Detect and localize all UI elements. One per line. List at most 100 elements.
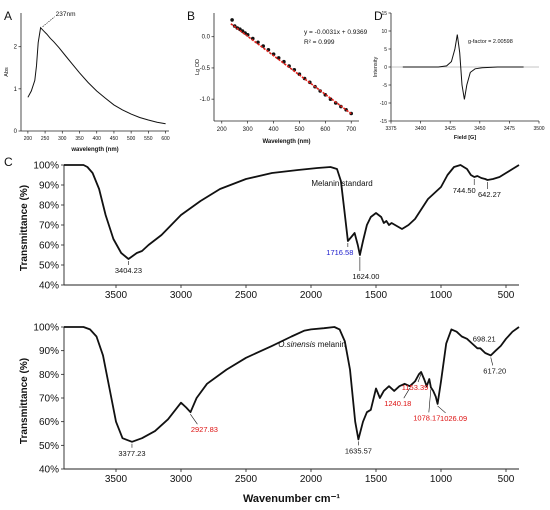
d-y-tick-label: 15 [381, 11, 387, 17]
a-x-tick-label: 550 [144, 136, 153, 142]
b-x-tick-label: 400 [269, 127, 280, 133]
c-bottom-peak-label: 1240.18 [384, 399, 411, 408]
d-x-tick-label: 3425 [445, 126, 456, 132]
c-bottom-y-tick-label: 50% [39, 441, 59, 452]
c-bottom-peak-label: 1153.39 [402, 383, 429, 392]
d-series-line [402, 34, 524, 100]
a-annotation: 237nm [56, 11, 76, 18]
c-top-x-tick-label: 2500 [235, 290, 258, 301]
c-top-y-tick-label: 70% [39, 221, 59, 232]
c-bottom-y-tick-label: 40% [39, 465, 59, 476]
c-top-x-tick-label: 3500 [105, 290, 128, 301]
d-x-axis-label: Field [G] [454, 135, 476, 141]
a-x-tick-label: 350 [75, 136, 84, 142]
d-x-tick-label: 3400 [415, 126, 426, 132]
b-y-tick-label: -1.0 [200, 97, 211, 103]
c-top-y-axis-label: Transmittance (%) [19, 185, 30, 271]
a-annotation-leader [42, 16, 55, 27]
c-bottom-x-axis-label: Wavenumber cm⁻¹ [243, 493, 340, 505]
d-x-tick-label: 3450 [474, 126, 485, 132]
c-bottom-peak-label: 1078.17 [413, 413, 440, 422]
d-y-tick-label: -10 [380, 101, 387, 107]
b-x-tick-label: 300 [243, 127, 254, 133]
c-top-peak-label: 1716.58 [326, 248, 353, 257]
d-y-tick-label: 10 [381, 29, 387, 35]
b-equation: y = -0.0031x + 0.9369 [304, 29, 368, 36]
c-top-peak-label: 1624.00 [352, 272, 379, 281]
c-top-x-tick-label: 2000 [300, 290, 323, 301]
b-x-tick-label: 600 [320, 127, 331, 133]
a-x-tick-label: 300 [58, 136, 67, 142]
b-x-tick-label: 700 [346, 127, 357, 133]
b-data-point [276, 56, 281, 60]
c-bottom-y-tick-label: 80% [39, 370, 59, 381]
c-bottom-x-tick-label: 3000 [170, 474, 193, 485]
c-bottom-y-tick-label: 70% [39, 394, 59, 405]
b-x-tick-label: 500 [294, 127, 305, 133]
d-y-tick-label: 0 [384, 65, 387, 71]
c-bottom-spectrum [64, 326, 520, 443]
c-bottom-peak-label: 1026.09 [440, 414, 467, 423]
a-x-tick-label: 400 [93, 136, 102, 142]
c-bottom-peak-marker [417, 373, 422, 383]
b-y-tick-label: -0.5 [200, 66, 211, 72]
c-bottom-x-tick-label: 500 [498, 474, 515, 485]
c-top-y-tick-label: 90% [39, 181, 59, 192]
b-x-tick-label: 200 [217, 127, 228, 133]
c-bottom-x-tick-label: 2000 [300, 474, 323, 485]
c-bottom-x-tick-label: 2500 [235, 474, 258, 485]
c-bottom-sample-label-rest: melanin [316, 340, 346, 349]
c-bottom-peak-marker [437, 405, 446, 414]
c-top-y-tick-label: 80% [39, 201, 59, 212]
c-bottom-peak-label: 698.21 [473, 334, 496, 343]
a-y-axis-label: Abs [4, 67, 10, 77]
c-bottom-x-tick-label: 3500 [105, 474, 128, 485]
c-bottom-peak-label: 2927.83 [191, 425, 218, 434]
c-top-y-tick-label: 40% [39, 281, 59, 292]
d-x-tick-label: 3500 [533, 126, 544, 132]
panel-label-d: D [374, 9, 383, 23]
b-data-point [238, 27, 242, 32]
d-x-tick-label: 3475 [504, 126, 515, 132]
a-y-tick-label: 1 [14, 87, 18, 93]
a-y-tick-label: 0 [14, 129, 18, 135]
c-top-y-tick-label: 100% [33, 161, 59, 172]
c-bottom-y-tick-label: 100% [33, 323, 59, 334]
a-x-tick-label: 450 [110, 136, 119, 142]
b-data-point [256, 40, 260, 45]
d-y-axis-label: Intensity [373, 57, 379, 78]
c-bottom-peak-label: 617.20 [483, 366, 506, 375]
a-y-tick-label: 2 [14, 45, 18, 51]
c-bottom-peak-label: 3377.23 [118, 449, 145, 458]
c-top-peak-label: 744.50 [453, 186, 476, 195]
a-x-tick-label: 600 [161, 136, 170, 142]
panel-label-b: B [187, 9, 195, 23]
chart-layer: 200 250 300 350 400 450 500 550 600 0 1 2 wavelength… [4, 11, 545, 505]
d-y-tick-label: -5 [383, 83, 388, 89]
a-series-line [27, 26, 166, 125]
c-bottom-peak-marker [403, 388, 411, 399]
b-x-axis-label: Wavelength (nm) [262, 139, 310, 145]
c-bottom-peak-marker [428, 389, 432, 413]
c-bottom-sample-label: O.sinensis melanin [278, 340, 346, 349]
a-x-tick-label: 500 [127, 136, 136, 142]
c-bottom-y-axis-label: Transmittance (%) [19, 358, 30, 444]
c-bottom-peak-marker [190, 414, 198, 425]
c-top-x-tick-label: 1000 [430, 290, 453, 301]
c-top-peak-label: 642.27 [478, 190, 501, 199]
d-x-tick-label: 3375 [385, 126, 396, 132]
c-bottom-peak-label: 1635.57 [345, 446, 372, 455]
b-r-squared: R² = 0.999 [304, 39, 335, 46]
c-top-y-tick-label: 60% [39, 241, 59, 252]
b-y-axis-label: Lg OD [195, 59, 201, 75]
c-top-x-tick-label: 3000 [170, 290, 193, 301]
c-bottom-peak-marker [490, 357, 494, 366]
panel-label-a: A [4, 9, 12, 23]
d-y-tick-label: 5 [384, 47, 387, 53]
c-bottom-y-tick-label: 60% [39, 417, 59, 428]
c-bottom-sample-label-species: O.sinensis [278, 340, 315, 349]
panel-label-c: C [4, 155, 13, 169]
d-y-tick-label: -15 [380, 119, 387, 125]
c-top-sample-label: Melanin standard [311, 179, 372, 188]
